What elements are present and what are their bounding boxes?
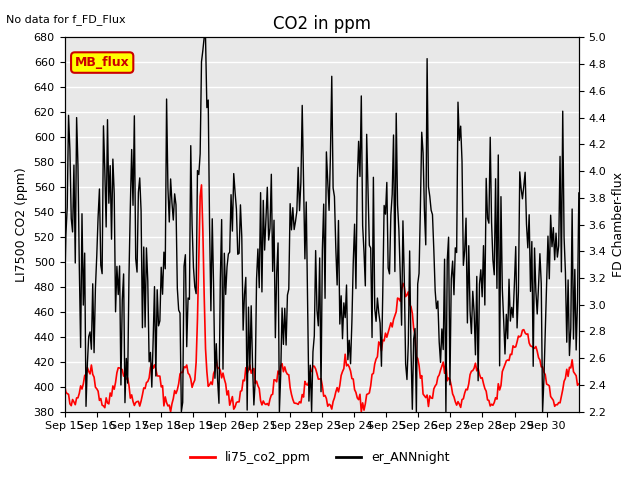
Title: CO2 in ppm: CO2 in ppm xyxy=(273,15,371,33)
Y-axis label: LI7500 CO2 (ppm): LI7500 CO2 (ppm) xyxy=(15,167,28,282)
Legend: li75_co2_ppm, er_ANNnight: li75_co2_ppm, er_ANNnight xyxy=(186,446,454,469)
Text: No data for f_FD_Flux: No data for f_FD_Flux xyxy=(6,14,126,25)
Y-axis label: FD Chamber-flux: FD Chamber-flux xyxy=(612,172,625,277)
Text: MB_flux: MB_flux xyxy=(75,56,129,69)
